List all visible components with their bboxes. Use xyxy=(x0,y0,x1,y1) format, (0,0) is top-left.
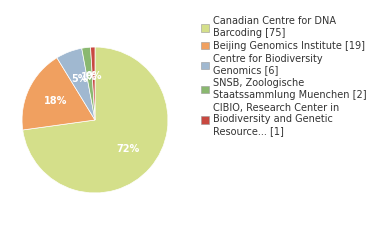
Wedge shape xyxy=(57,48,95,120)
Legend: Canadian Centre for DNA
Barcoding [75], Beijing Genomics Institute [19], Centre : Canadian Centre for DNA Barcoding [75], … xyxy=(200,15,367,137)
Wedge shape xyxy=(90,47,95,120)
Text: 0%: 0% xyxy=(86,71,102,81)
Text: 72%: 72% xyxy=(116,144,139,154)
Text: 18%: 18% xyxy=(44,96,67,106)
Text: 1%: 1% xyxy=(81,72,98,82)
Wedge shape xyxy=(23,47,168,193)
Text: 5%: 5% xyxy=(71,74,87,84)
Wedge shape xyxy=(82,47,95,120)
Wedge shape xyxy=(22,58,95,130)
